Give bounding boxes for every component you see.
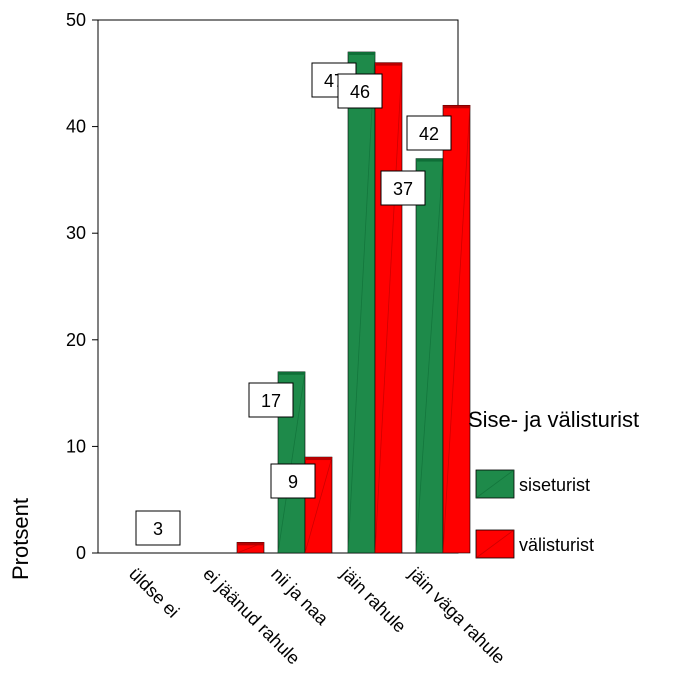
data-label-box xyxy=(337,73,383,109)
bar-shading xyxy=(442,105,471,554)
y-tick-label: 20 xyxy=(66,330,86,350)
legend-label-siseturist: siseturist xyxy=(519,475,590,495)
legend-swatch-shading xyxy=(475,469,515,499)
data-label-box xyxy=(135,510,181,546)
data-label-box xyxy=(270,463,316,499)
bar-shading xyxy=(304,456,333,554)
data-label: 9 xyxy=(288,472,298,492)
legend-title: Sise- ja välisturist xyxy=(468,407,639,432)
bar-cap xyxy=(278,371,305,375)
y-tick-label: 30 xyxy=(66,223,86,243)
y-tick-label: 0 xyxy=(76,543,86,563)
bar-cap xyxy=(416,158,443,162)
data-label-box xyxy=(248,382,294,418)
legend: Sise- ja välisturist siseturist välisturi… xyxy=(468,407,639,559)
bar-cap xyxy=(305,457,332,461)
bar-cap xyxy=(237,542,264,546)
x-tick-label: nii ja naa xyxy=(267,564,333,630)
y-tick-label: 50 xyxy=(66,10,86,30)
y-tick-label: 10 xyxy=(66,436,86,456)
bar-shading xyxy=(347,51,376,554)
data-label: 17 xyxy=(261,391,281,411)
bar-shading xyxy=(277,371,306,554)
data-label: 42 xyxy=(419,124,439,144)
x-tick-label: jäin väga rahule xyxy=(404,563,509,668)
data-label-box xyxy=(406,115,452,151)
bar-cap xyxy=(443,105,470,109)
x-tick-label: üldse ei xyxy=(125,564,183,622)
bar-shading xyxy=(415,158,444,554)
x-tick-label: jäin rahule xyxy=(336,563,410,637)
bar-shading xyxy=(374,62,403,554)
bar-cap xyxy=(375,62,402,66)
legend-label-välisturist: välisturist xyxy=(519,535,594,555)
data-label: 46 xyxy=(350,82,370,102)
y-axis: 0 10 20 30 40 50 xyxy=(66,10,98,563)
data-label: 37 xyxy=(393,179,413,199)
y-tick-label: 40 xyxy=(66,117,86,137)
bar-cap xyxy=(348,51,375,55)
data-label-box xyxy=(380,170,426,206)
bars xyxy=(236,51,471,554)
y-axis-label: Protsent xyxy=(8,498,33,580)
data-label: 3 xyxy=(153,519,163,539)
legend-swatch-shading xyxy=(475,529,515,559)
